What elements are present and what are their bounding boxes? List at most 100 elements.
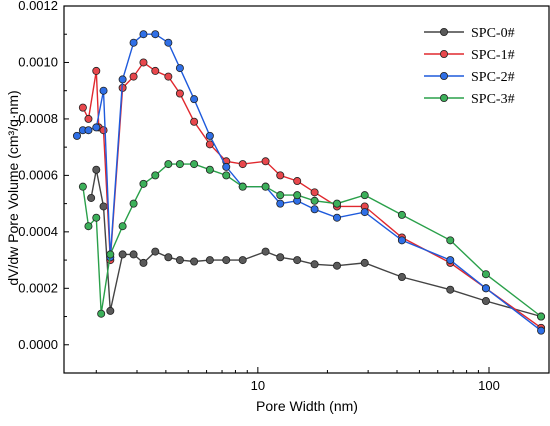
data-point bbox=[293, 256, 302, 265]
data-point bbox=[175, 89, 184, 98]
data-point bbox=[446, 256, 455, 265]
data-point bbox=[139, 30, 148, 39]
y-tick-label: 0.0012 bbox=[18, 0, 58, 13]
data-point bbox=[139, 258, 148, 267]
data-point bbox=[84, 222, 93, 231]
series-SPC-3# bbox=[78, 160, 546, 321]
y-axis-title: dV/dw Pore Volume (cm³/g·nm) bbox=[5, 90, 21, 285]
legend-label: SPC-1# bbox=[471, 48, 515, 63]
data-point bbox=[164, 72, 173, 81]
data-point bbox=[151, 66, 160, 75]
data-point bbox=[129, 199, 138, 208]
data-point bbox=[276, 171, 285, 180]
data-point bbox=[238, 160, 247, 169]
data-point bbox=[139, 179, 148, 188]
data-point bbox=[205, 165, 214, 174]
data-point bbox=[151, 171, 160, 180]
x-axis-title: Pore Width (nm) bbox=[256, 398, 358, 414]
data-point bbox=[310, 260, 319, 269]
data-point bbox=[222, 171, 231, 180]
data-point bbox=[222, 256, 231, 265]
data-point bbox=[481, 270, 490, 279]
data-point bbox=[261, 247, 270, 256]
data-point bbox=[205, 140, 214, 149]
data-point bbox=[118, 250, 127, 259]
data-point bbox=[151, 247, 160, 256]
data-point bbox=[537, 312, 546, 321]
legend-marker bbox=[439, 94, 448, 103]
data-point bbox=[276, 199, 285, 208]
data-point bbox=[175, 256, 184, 265]
data-point bbox=[446, 236, 455, 245]
data-point bbox=[238, 256, 247, 265]
data-point bbox=[481, 297, 490, 306]
data-point bbox=[276, 191, 285, 200]
data-point bbox=[151, 30, 160, 39]
y-tick-label: 0.0010 bbox=[18, 54, 58, 69]
legend-marker bbox=[439, 72, 448, 81]
data-point bbox=[139, 58, 148, 67]
data-point bbox=[397, 236, 406, 245]
y-tick-label: 0.0006 bbox=[18, 167, 58, 182]
legend-item: SPC-0# bbox=[424, 26, 515, 41]
data-point bbox=[164, 253, 173, 262]
data-point bbox=[190, 117, 199, 126]
series-line bbox=[76, 33, 542, 332]
data-point bbox=[332, 213, 341, 222]
data-point bbox=[164, 160, 173, 169]
legend-item: SPC-3# bbox=[424, 92, 515, 107]
data-point bbox=[129, 38, 138, 47]
y-tick-label: 0.0000 bbox=[18, 337, 58, 352]
data-point bbox=[92, 123, 101, 132]
axes-layer: 0.0000 0.0002 0.0004 0.0006 0.0008 0.0010 0.00… bbox=[18, 0, 550, 393]
data-point bbox=[106, 250, 115, 259]
y-tick-label: 0.0004 bbox=[18, 224, 58, 239]
legend-label: SPC-0# bbox=[471, 26, 515, 41]
data-point bbox=[84, 114, 93, 123]
data-point bbox=[72, 131, 81, 140]
legend-label: SPC-2# bbox=[471, 70, 515, 85]
data-point bbox=[106, 306, 115, 315]
data-point bbox=[190, 257, 199, 266]
data-point bbox=[276, 253, 285, 262]
data-point bbox=[99, 86, 108, 95]
data-point bbox=[332, 199, 341, 208]
data-point bbox=[238, 182, 247, 191]
data-point bbox=[360, 258, 369, 267]
data-point bbox=[205, 256, 214, 265]
data-point bbox=[537, 326, 546, 335]
data-point bbox=[129, 250, 138, 259]
y-tick-label: 0.0002 bbox=[18, 280, 58, 295]
x-tick-label: 10 bbox=[251, 378, 265, 393]
data-point bbox=[190, 160, 199, 169]
data-point bbox=[481, 284, 490, 293]
data-point bbox=[97, 309, 106, 318]
series-line bbox=[82, 61, 542, 329]
legend-item: SPC-1# bbox=[424, 48, 515, 63]
data-point bbox=[310, 205, 319, 214]
y-tick-label: 0.0008 bbox=[18, 111, 58, 126]
data-point bbox=[332, 261, 341, 270]
x-tick-label: 100 bbox=[478, 378, 500, 393]
legend-marker bbox=[439, 27, 448, 36]
data-point bbox=[360, 191, 369, 200]
data-point bbox=[92, 165, 101, 174]
series-layer bbox=[72, 30, 546, 335]
data-point bbox=[205, 131, 214, 140]
data-point bbox=[92, 66, 101, 75]
data-point bbox=[397, 273, 406, 282]
data-point bbox=[293, 191, 302, 200]
data-point bbox=[99, 126, 108, 135]
data-point bbox=[175, 160, 184, 169]
data-point bbox=[310, 196, 319, 205]
legend: SPC-0# SPC-1# SPC-2# SPC-3# bbox=[424, 26, 515, 107]
data-point bbox=[118, 75, 127, 84]
data-point bbox=[397, 210, 406, 219]
plot-frame bbox=[63, 5, 550, 374]
legend-item: SPC-2# bbox=[424, 70, 515, 85]
data-point bbox=[129, 72, 138, 81]
data-point bbox=[84, 126, 93, 135]
data-point bbox=[190, 95, 199, 104]
